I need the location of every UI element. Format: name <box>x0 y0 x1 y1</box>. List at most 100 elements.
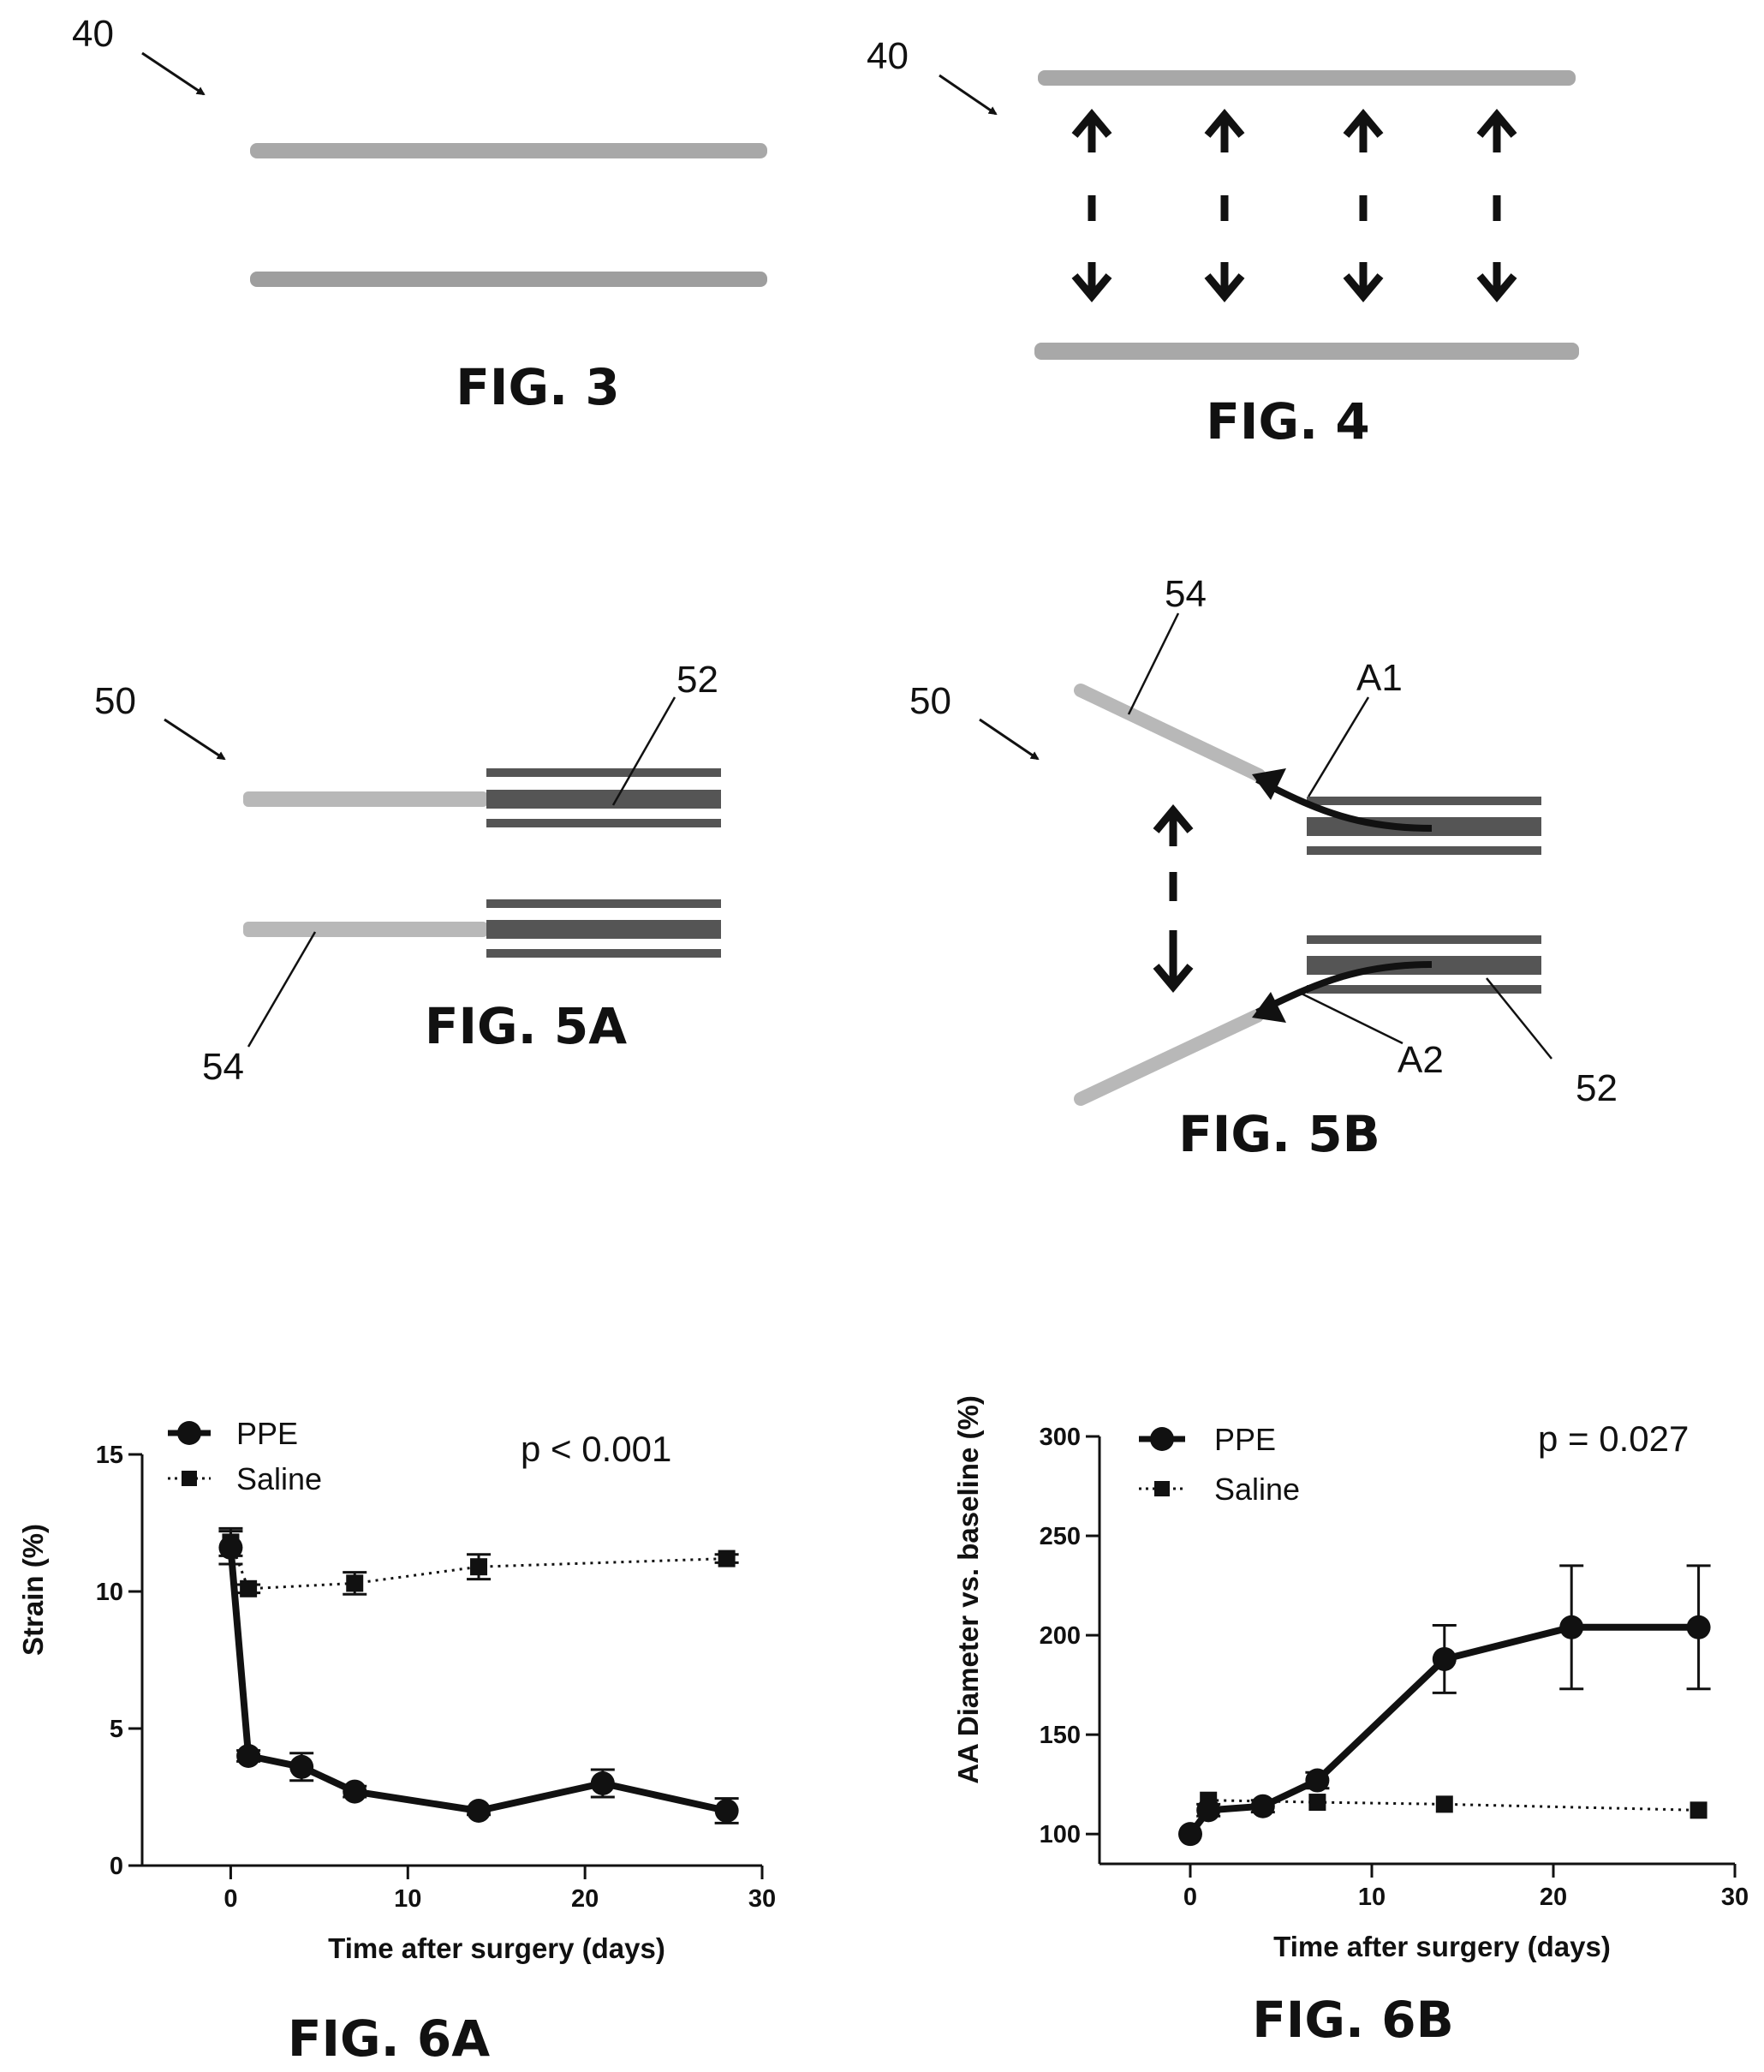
fig5b-expansion-arrow <box>1153 803 1194 994</box>
fig5a-lower-cuff-layer <box>486 949 721 958</box>
x-tick-label: 10 <box>394 1885 421 1913</box>
fig6b-pvalue: p = 0.027 <box>1538 1418 1689 1459</box>
fig4-ref-label: 40 <box>867 35 909 77</box>
fig6b-axes: 100 150 200 250 300 0 10 20 30 <box>1040 1424 1749 1911</box>
fig5b-arrow-a2-head <box>1252 992 1286 1023</box>
fig5b-upper-cuff-layer <box>1307 846 1541 855</box>
fig6b-caption: FIG. 6B <box>1252 1991 1454 2049</box>
fig5b-lower-cuff-layer <box>1307 985 1541 994</box>
fig5b-upper-graft <box>1074 684 1266 782</box>
fig5a-lower-cuff-layer <box>486 899 721 908</box>
data-point-ppe <box>343 1779 367 1804</box>
fig3: 40 FIG. 3 <box>72 13 767 416</box>
y-tick-label: 300 <box>1040 1424 1081 1451</box>
fig5a-ref-graft: 54 <box>202 1046 244 1088</box>
fig5b-ref-graft: 54 <box>1165 573 1207 615</box>
fig6b-legend-saline: Saline <box>1214 1472 1300 1507</box>
fig5a-upper-cuff-layer <box>486 768 721 777</box>
series-line-saline <box>1208 1799 1699 1812</box>
fig3-lower-wall <box>250 272 767 287</box>
data-point-saline <box>346 1574 364 1592</box>
data-point-ppe <box>1178 1822 1202 1847</box>
fig5a-lower-graft <box>243 922 488 937</box>
data-point-ppe <box>236 1744 261 1768</box>
fig6a-legend-ppe: PPE <box>236 1416 298 1451</box>
x-tick-label: 20 <box>1540 1884 1567 1911</box>
fig5b-a1-leader <box>1307 696 1370 797</box>
data-point-ppe <box>1686 1615 1711 1639</box>
data-point-ppe <box>1305 1768 1330 1793</box>
fig6a-legend-saline: Saline <box>236 1461 322 1496</box>
dashed-double-arrow <box>1343 108 1384 303</box>
fig5b-arrow1-label: A1 <box>1356 657 1403 699</box>
fig4: 40 FIG. 4 <box>867 35 1579 451</box>
fig5a-caption: FIG. 5A <box>425 997 627 1055</box>
fig3-ref-label: 40 <box>72 13 114 55</box>
y-tick-label: 10 <box>96 1579 123 1606</box>
y-tick-label: 250 <box>1040 1523 1081 1550</box>
fig5b-ref-cuff: 52 <box>1576 1067 1618 1109</box>
dashed-double-arrow <box>1476 108 1517 303</box>
fig5b-upper-cuff-layer <box>1307 797 1541 805</box>
fig6b-chart: 100 150 200 250 300 0 10 20 30 Time after surger… <box>952 1395 1749 2049</box>
data-point-saline <box>1308 1794 1326 1812</box>
fig5a-graft-leader <box>247 931 317 1048</box>
data-point-saline <box>718 1550 736 1567</box>
fig5b: 50 54 A1 A2 52 FIG. 5B <box>909 573 1618 1163</box>
fig6a-xlabel: Time after surgery (days) <box>328 1932 665 1964</box>
data-point-ppe <box>218 1535 243 1560</box>
data-point-ppe <box>1432 1646 1457 1671</box>
data-point-saline <box>1690 1801 1707 1819</box>
data-point-saline <box>1435 1795 1453 1813</box>
fig5a-upper-graft <box>243 791 488 807</box>
fig5a-lower-cuff-layer <box>486 920 721 939</box>
data-point-ppe <box>1250 1794 1275 1818</box>
fig6b-xlabel: Time after surgery (days) <box>1273 1931 1611 1962</box>
fig6a-legend: PPE Saline <box>168 1416 322 1496</box>
fig5a-upper-cuff-layer <box>486 790 721 809</box>
fig3-ref-arrow <box>141 51 206 96</box>
x-tick-label: 0 <box>1183 1884 1197 1911</box>
fig4-caption: FIG. 4 <box>1206 392 1369 451</box>
fig5b-arrow2-label: A2 <box>1397 1039 1444 1081</box>
fig6b-legend-ppe-marker <box>1150 1427 1174 1451</box>
fig5b-ref-arrow <box>979 718 1040 761</box>
fig6a-ylabel: Strain (%) <box>17 1524 49 1656</box>
x-tick-label: 30 <box>1721 1884 1749 1911</box>
fig6b-legend: PPE Saline <box>1139 1422 1300 1507</box>
x-tick-label: 30 <box>748 1885 776 1913</box>
data-point-ppe <box>1196 1798 1221 1823</box>
fig5a-ref-main: 50 <box>94 680 136 722</box>
fig4-expansion-arrows <box>1071 108 1517 303</box>
fig4-ref-arrow <box>939 74 998 116</box>
dashed-double-arrow <box>1071 108 1112 303</box>
y-tick-label: 200 <box>1040 1622 1081 1650</box>
fig6b-legend-ppe: PPE <box>1214 1422 1276 1457</box>
data-point-ppe <box>1559 1615 1584 1639</box>
fig5b-arrow-a1-head <box>1252 768 1286 800</box>
fig5b-ref-main: 50 <box>909 680 951 722</box>
dashed-double-arrow <box>1204 108 1245 303</box>
fig5b-graft-leader <box>1127 612 1180 715</box>
data-point-saline <box>470 1558 488 1576</box>
fig5a-upper-cuff-layer <box>486 819 721 827</box>
x-tick-label: 0 <box>223 1885 237 1913</box>
fig5a-ref-cuff: 52 <box>676 659 718 701</box>
y-tick-label: 15 <box>96 1442 123 1469</box>
fig5a: 50 52 54 FIG. 5A <box>94 659 721 1088</box>
data-point-ppe <box>590 1771 615 1795</box>
fig6a-legend-saline-marker <box>182 1471 197 1486</box>
data-point-ppe <box>289 1754 314 1779</box>
data-point-ppe <box>467 1799 492 1823</box>
fig5b-lower-graft <box>1074 1009 1264 1106</box>
fig5b-arrow-a2 <box>1255 961 1433 1016</box>
fig3-caption: FIG. 3 <box>456 358 619 416</box>
y-tick-label: 0 <box>110 1853 123 1880</box>
x-tick-label: 10 <box>1358 1884 1386 1911</box>
fig5b-arrow-a1 <box>1255 776 1433 832</box>
fig4-lower-wall <box>1034 343 1579 360</box>
fig5b-caption: FIG. 5B <box>1178 1105 1380 1163</box>
fig6a-caption: FIG. 6A <box>288 2009 490 2068</box>
fig6a-series <box>218 1526 739 1824</box>
